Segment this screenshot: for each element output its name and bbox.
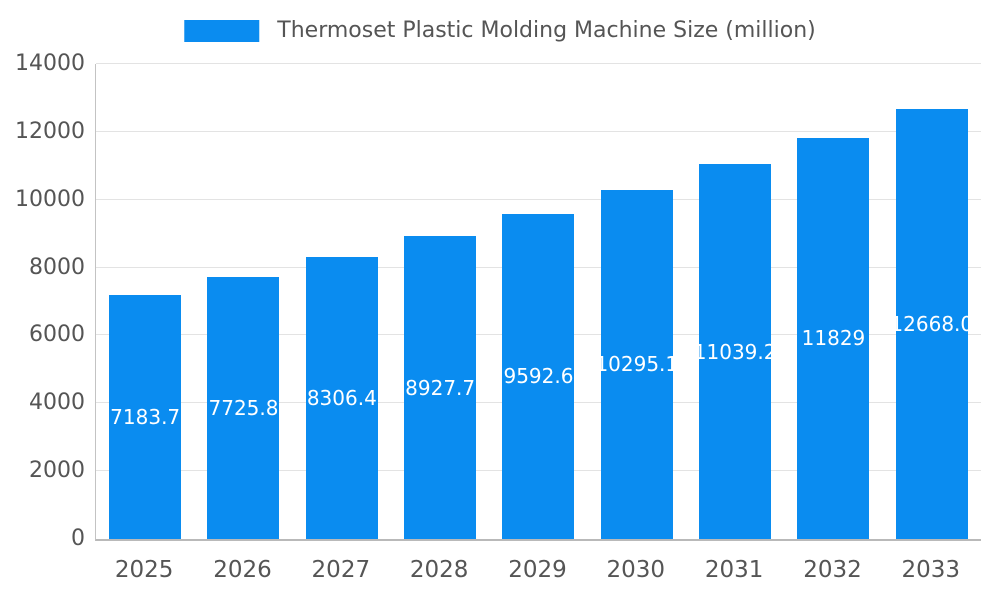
x-axis-label: 2028 bbox=[409, 557, 469, 583]
gridline bbox=[96, 198, 981, 200]
gridline bbox=[96, 130, 981, 132]
bar: 12668.0 bbox=[895, 109, 968, 539]
bar: 11829 bbox=[797, 137, 870, 539]
x-axis-label: 2031 bbox=[704, 557, 764, 583]
gridline bbox=[96, 63, 981, 64]
x-axis-label: 2027 bbox=[311, 557, 371, 583]
bar-slot: 8927.7 bbox=[391, 64, 489, 539]
x-axis-label: 2030 bbox=[606, 557, 666, 583]
bar-slot: 12668.0 bbox=[883, 64, 981, 539]
y-axis-label: 4000 bbox=[29, 390, 85, 416]
bar-slot: 10295.1 bbox=[588, 64, 686, 539]
bar-value-label: 7183.7 bbox=[110, 405, 181, 430]
bar: 9592.6 bbox=[502, 213, 575, 539]
bar-slot: 11829 bbox=[784, 64, 882, 539]
plot-area: 7183.7 7725.8 8306.4 8927.7 9592.6 10295.1 110… bbox=[95, 63, 981, 541]
y-axis-label: 0 bbox=[71, 526, 85, 551]
bar: 7725.8 bbox=[207, 276, 280, 539]
bar-slot: 11039.2 bbox=[686, 64, 784, 539]
y-axis-label: 12000 bbox=[15, 118, 85, 144]
y-axis-label: 10000 bbox=[15, 186, 85, 212]
bar-value-label: 9592.6 bbox=[503, 364, 574, 389]
bar-value-label: 11039.2 bbox=[699, 339, 772, 364]
x-axis: 2025 2026 2027 2028 2029 2030 2031 2032 2033 bbox=[95, 557, 980, 583]
bar: 7183.7 bbox=[109, 295, 182, 539]
x-axis-label: 2029 bbox=[508, 557, 567, 583]
x-axis-label: 2026 bbox=[213, 557, 272, 583]
y-axis-label: 8000 bbox=[29, 254, 85, 280]
bar: 8927.7 bbox=[404, 236, 477, 539]
x-axis-label: 2032 bbox=[803, 557, 862, 583]
bar-value-label: 8927.7 bbox=[405, 375, 476, 400]
x-axis-label: 2025 bbox=[114, 557, 174, 583]
bar-value-label: 12668.0 bbox=[895, 312, 968, 337]
bar: 8306.4 bbox=[305, 257, 378, 539]
y-axis-label: 2000 bbox=[29, 458, 85, 484]
bar: 11039.2 bbox=[699, 164, 772, 539]
chart-title: Thermoset Plastic Molding Machine Size (… bbox=[277, 18, 816, 43]
bar-value-label: 8306.4 bbox=[306, 386, 377, 411]
x-axis-label: 2033 bbox=[901, 557, 961, 583]
bar-slot: 7725.8 bbox=[194, 64, 292, 539]
y-axis-label: 6000 bbox=[29, 322, 85, 348]
bar-slot: 9592.6 bbox=[489, 64, 587, 539]
bar-value-label: 10295.1 bbox=[600, 352, 673, 377]
bar: 10295.1 bbox=[600, 189, 673, 539]
bar-value-label: 11829 bbox=[801, 326, 866, 351]
legend[interactable]: Thermoset Plastic Molding Machine Size (… bbox=[184, 18, 816, 43]
bar-value-label: 7725.8 bbox=[208, 395, 279, 420]
y-axis-label: 14000 bbox=[15, 51, 85, 76]
bars-container: 7183.7 7725.8 8306.4 8927.7 9592.6 10295.1 110… bbox=[96, 64, 981, 539]
bar-slot: 7183.7 bbox=[96, 64, 194, 539]
legend-swatch bbox=[184, 19, 260, 42]
bar-slot: 8306.4 bbox=[293, 64, 391, 539]
